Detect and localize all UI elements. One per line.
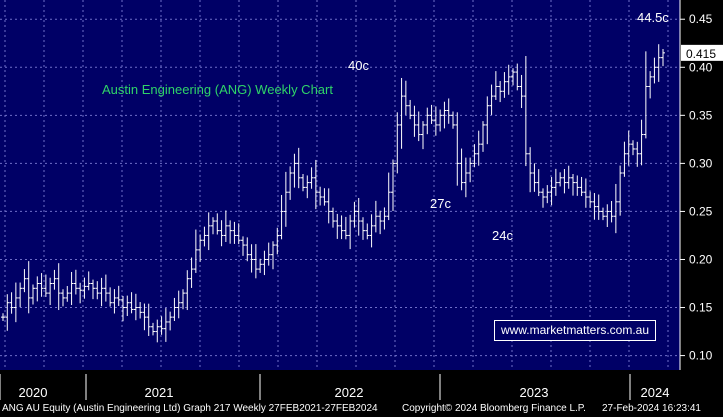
chart-title: Austin Engineering (ANG) Weekly Chart [102, 82, 333, 97]
x-tick-label: 2023 [520, 385, 549, 400]
y-tick-label: 0.30 [689, 156, 713, 170]
annotation-27c: 27c [430, 196, 451, 211]
y-tick-label: 0.20 [689, 252, 713, 266]
y-tick-label: 0.45 [689, 12, 713, 26]
plot-area [0, 0, 680, 370]
y-tick-label: 0.25 [689, 204, 713, 218]
footer-bar: ANG AU Equity (Austin Engineering Ltd) G… [0, 400, 723, 417]
y-tick-label: 0.15 [689, 301, 713, 315]
y-tick-label: 0.10 [689, 349, 713, 363]
footer-center: Copyright© 2024 Bloomberg Finance L.P. [402, 403, 586, 414]
annotation-40c: 40c [348, 58, 369, 73]
website-label[interactable]: www.marketmatters.com.au [494, 320, 656, 341]
y-tick-label: 0.35 [689, 108, 713, 122]
price-chart: 0.10 0.15 0.20 0.25 0.30 0.35 0.40 0.45 2020 2021… [0, 0, 723, 400]
last-price-label: 0.415 [686, 47, 716, 61]
footer-left: ANG AU Equity (Austin Engineering Ltd) G… [2, 403, 378, 414]
y-tick-label: 0.40 [689, 60, 713, 74]
annotation-24c: 24c [492, 228, 513, 243]
x-axis-band [0, 370, 723, 400]
annotation-44-5c: 44.5c [637, 10, 669, 25]
last-price-tag [681, 44, 723, 61]
x-tick-label: 2024 [641, 385, 670, 400]
x-tick-label: 2022 [335, 385, 364, 400]
x-tick-label: 2021 [145, 385, 174, 400]
footer-right: 27-Feb-2024 16:23:41 [602, 403, 701, 414]
x-tick-label: 2020 [19, 385, 48, 400]
